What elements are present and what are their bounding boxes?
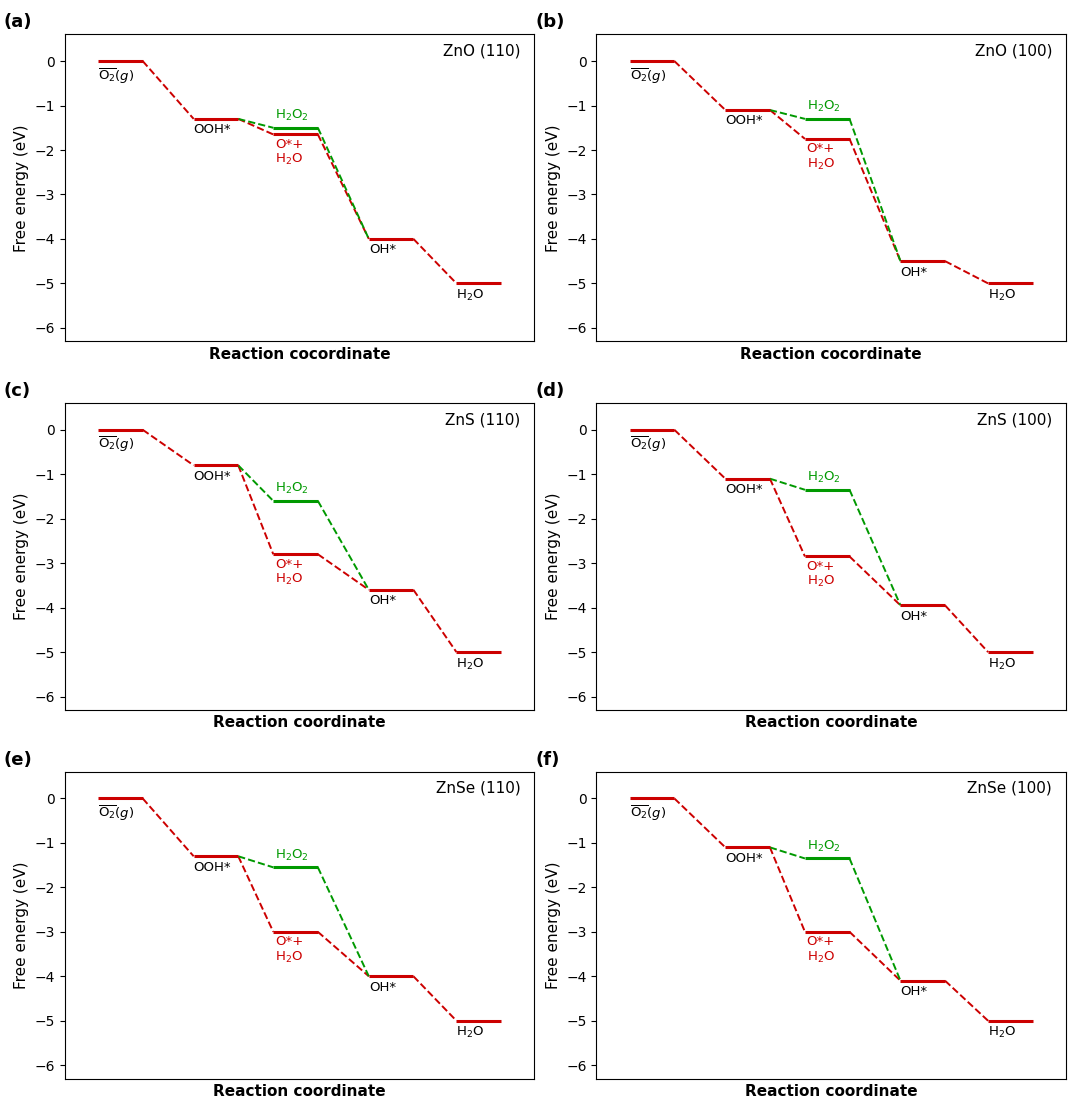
Text: H$_2$O: H$_2$O bbox=[457, 1025, 485, 1041]
X-axis label: Reaction coordinate: Reaction coordinate bbox=[745, 1084, 918, 1100]
Text: O*+
H$_2$O: O*+ H$_2$O bbox=[807, 935, 835, 965]
Text: H$_2$O$_2$: H$_2$O$_2$ bbox=[275, 848, 309, 863]
Text: OOH*: OOH* bbox=[193, 124, 231, 136]
Text: H$_2$O: H$_2$O bbox=[457, 657, 485, 671]
Text: ZnO (110): ZnO (110) bbox=[443, 43, 521, 59]
Text: O*+
H$_2$O: O*+ H$_2$O bbox=[807, 560, 835, 589]
Text: OH*: OH* bbox=[901, 266, 928, 278]
Text: O*+
H$_2$O: O*+ H$_2$O bbox=[807, 142, 835, 171]
Y-axis label: Free energy (eV): Free energy (eV) bbox=[545, 124, 561, 252]
Text: H$_2$O: H$_2$O bbox=[988, 1025, 1016, 1041]
Text: ZnSe (110): ZnSe (110) bbox=[435, 781, 521, 796]
Text: $\overline{\mathrm{O_2}}(g)$: $\overline{\mathrm{O_2}}(g)$ bbox=[630, 67, 666, 86]
X-axis label: Reaction cocordinate: Reaction cocordinate bbox=[741, 347, 922, 362]
Text: H$_2$O$_2$: H$_2$O$_2$ bbox=[807, 99, 840, 115]
Text: H$_2$O: H$_2$O bbox=[457, 288, 485, 303]
Y-axis label: Free energy (eV): Free energy (eV) bbox=[545, 861, 561, 989]
Text: (f): (f) bbox=[536, 750, 559, 769]
Text: OOH*: OOH* bbox=[193, 860, 231, 874]
Text: O*+
H$_2$O: O*+ H$_2$O bbox=[275, 935, 303, 965]
Text: $\overline{\mathrm{O_2}}(g)$: $\overline{\mathrm{O_2}}(g)$ bbox=[630, 804, 666, 823]
Text: H$_2$O$_2$: H$_2$O$_2$ bbox=[275, 481, 309, 496]
Y-axis label: Free energy (eV): Free energy (eV) bbox=[14, 493, 29, 620]
Text: $\overline{\mathrm{O_2}}(g)$: $\overline{\mathrm{O_2}}(g)$ bbox=[630, 435, 666, 454]
Y-axis label: Free energy (eV): Free energy (eV) bbox=[545, 493, 561, 620]
Y-axis label: Free energy (eV): Free energy (eV) bbox=[14, 124, 29, 252]
Text: (e): (e) bbox=[3, 750, 32, 769]
Text: ZnS (100): ZnS (100) bbox=[976, 412, 1052, 427]
Text: $\overline{\mathrm{O_2}}(g)$: $\overline{\mathrm{O_2}}(g)$ bbox=[98, 67, 135, 86]
Text: OH*: OH* bbox=[901, 610, 928, 623]
Text: OOH*: OOH* bbox=[726, 851, 762, 865]
Text: OOH*: OOH* bbox=[193, 470, 231, 483]
Text: (d): (d) bbox=[536, 382, 565, 400]
Text: H$_2$O: H$_2$O bbox=[988, 657, 1016, 671]
X-axis label: Reaction cocordinate: Reaction cocordinate bbox=[208, 347, 390, 362]
Text: (a): (a) bbox=[3, 13, 32, 31]
Text: ZnO (100): ZnO (100) bbox=[974, 43, 1052, 59]
Text: OOH*: OOH* bbox=[726, 483, 762, 496]
Text: OH*: OH* bbox=[369, 594, 396, 608]
Text: H$_2$O$_2$: H$_2$O$_2$ bbox=[807, 839, 840, 854]
Text: (b): (b) bbox=[536, 13, 565, 31]
Text: (c): (c) bbox=[3, 382, 30, 400]
Text: O*+
H$_2$O: O*+ H$_2$O bbox=[275, 558, 303, 587]
Text: ZnS (110): ZnS (110) bbox=[445, 412, 521, 427]
Text: O*+
H$_2$O: O*+ H$_2$O bbox=[275, 138, 303, 167]
X-axis label: Reaction coordinate: Reaction coordinate bbox=[745, 716, 918, 730]
Text: OH*: OH* bbox=[369, 981, 396, 994]
Text: $\overline{\mathrm{O_2}}(g)$: $\overline{\mathrm{O_2}}(g)$ bbox=[98, 804, 135, 823]
Text: H$_2$O$_2$: H$_2$O$_2$ bbox=[275, 108, 309, 124]
Text: OOH*: OOH* bbox=[726, 115, 762, 127]
Text: H$_2$O$_2$: H$_2$O$_2$ bbox=[807, 471, 840, 485]
Y-axis label: Free energy (eV): Free energy (eV) bbox=[14, 861, 29, 989]
Text: H$_2$O: H$_2$O bbox=[988, 288, 1016, 303]
Text: OH*: OH* bbox=[369, 244, 396, 256]
Text: ZnSe (100): ZnSe (100) bbox=[968, 781, 1052, 796]
Text: OH*: OH* bbox=[901, 985, 928, 998]
X-axis label: Reaction coordinate: Reaction coordinate bbox=[213, 1084, 386, 1100]
X-axis label: Reaction coordinate: Reaction coordinate bbox=[213, 716, 386, 730]
Text: $\overline{\mathrm{O_2}}(g)$: $\overline{\mathrm{O_2}}(g)$ bbox=[98, 435, 135, 454]
